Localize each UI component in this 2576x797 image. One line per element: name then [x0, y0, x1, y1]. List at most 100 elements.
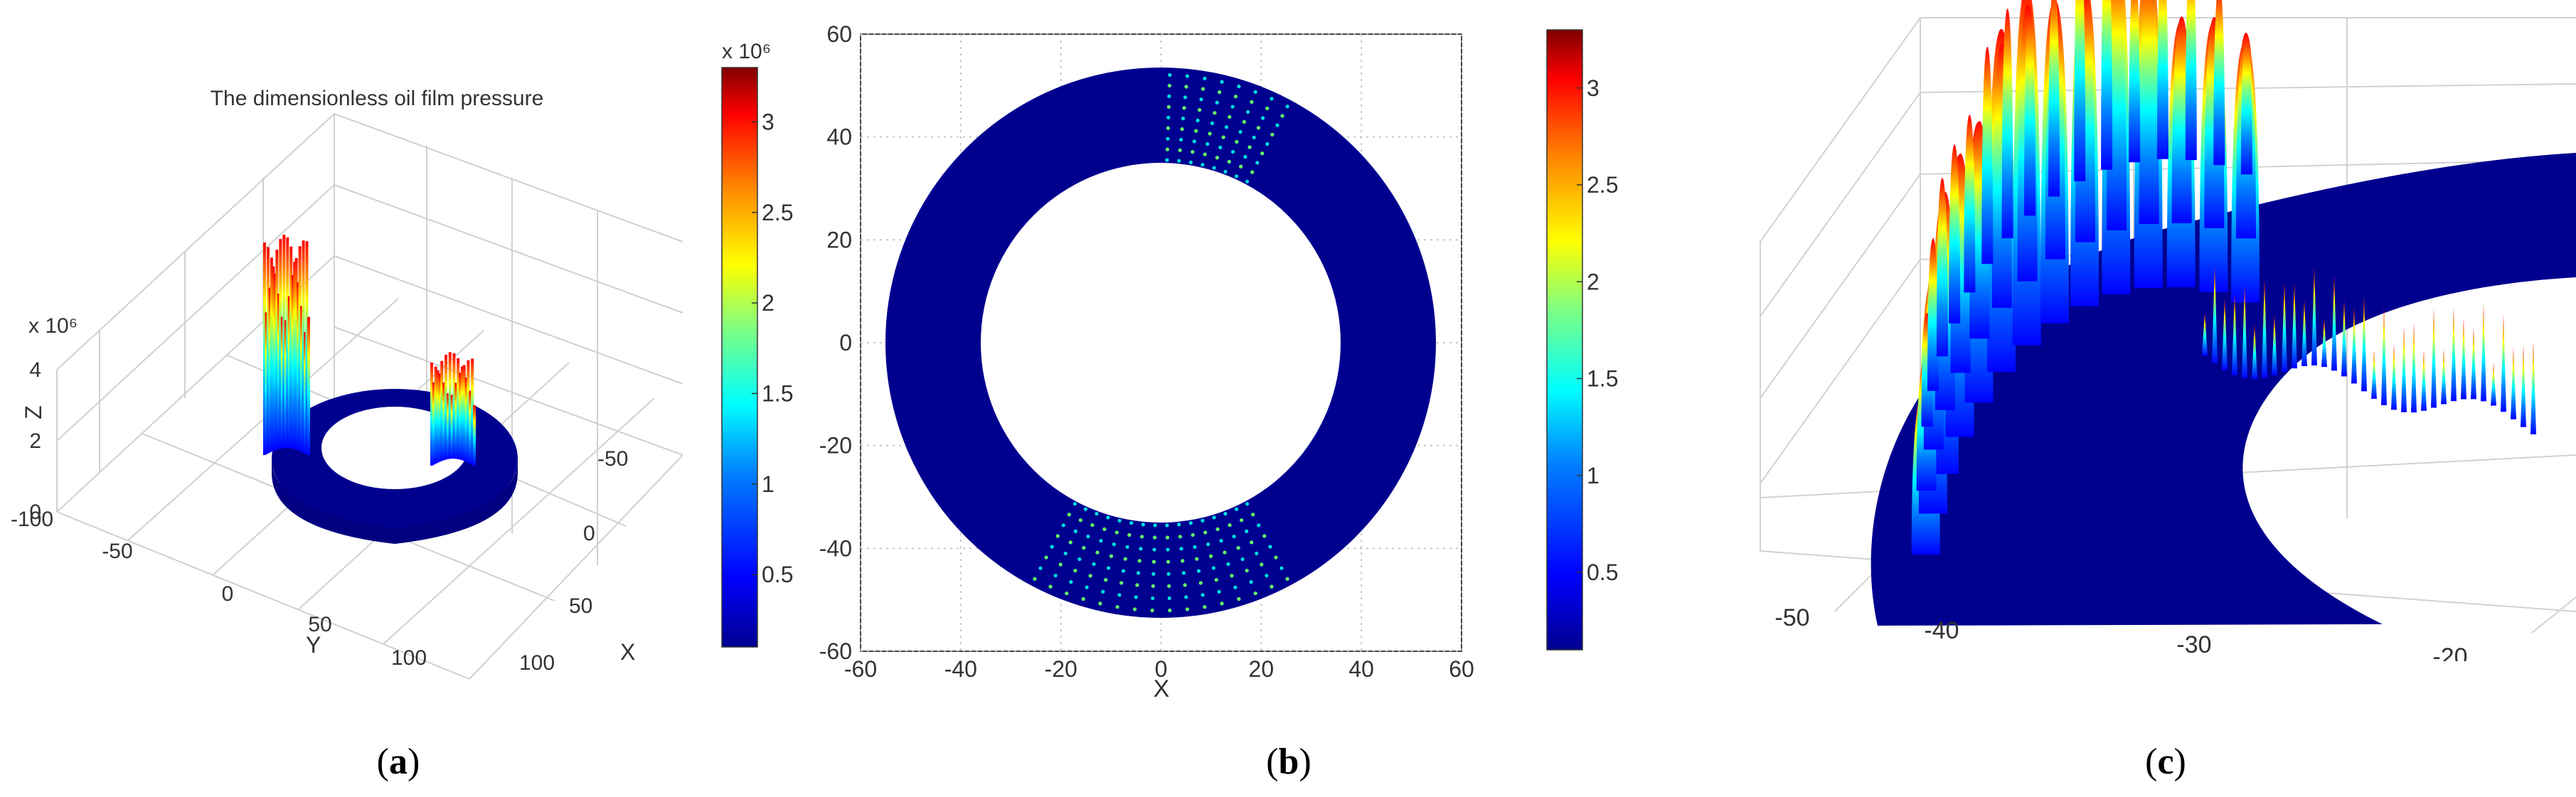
panel-b-hot-dot [1208, 132, 1212, 136]
panel-c-spike [2222, 298, 2228, 370]
panel-c-spike [2351, 306, 2357, 384]
panel-b-hot-dot [1104, 577, 1108, 582]
panel-a-z-tick: 0 [29, 501, 41, 524]
panel-a-x-tick: 0 [583, 522, 595, 545]
panel-b-hot-dot [1184, 595, 1188, 599]
panel-b-hot-dot [1191, 533, 1195, 537]
panel-b-hot-dot [1196, 118, 1200, 122]
panel-a-y-tick: 50 [308, 613, 331, 636]
panel-c-spike [1964, 114, 1976, 293]
panel-c-spike [2411, 322, 2417, 413]
panel-b-y-tick: -60 [819, 638, 852, 664]
panel-b-hot-dot [1245, 568, 1249, 573]
panel-b-hot-dot [1246, 109, 1250, 114]
panel-c-spike [2272, 314, 2277, 375]
panel-a-spike-left [304, 332, 307, 454]
panel-c-spike [2481, 304, 2486, 402]
panel-a-caption: (a) [377, 742, 420, 782]
panel-b-hot-dot [1099, 539, 1103, 543]
panel-c-spike [2262, 278, 2267, 378]
panel-b-hot-dot [1166, 126, 1170, 130]
panel-b-hot-dot [1083, 507, 1088, 511]
panel-b-hot-dot [1240, 518, 1244, 523]
panel-b-hot-dot [1245, 529, 1249, 533]
panel-b-hot-dot [1253, 591, 1257, 596]
panel-a-spike-left [291, 274, 294, 449]
panel-c-spike [2451, 308, 2457, 402]
panel-b-hot-dots [1033, 73, 1289, 613]
panel-b-hot-dot [1166, 547, 1170, 552]
panel-b-hot-dot [1203, 530, 1208, 535]
panel-b-hot-dot [1250, 100, 1254, 105]
panel-c-x-tick: -20 [2432, 643, 2467, 670]
panel-a-spike-right [438, 373, 442, 462]
panel-a-z-tick: 4 [29, 358, 41, 382]
panel-c-x-tick: -30 [2176, 631, 2211, 658]
panel-b-hot-dot [1038, 566, 1043, 570]
panel-a-spike-left [270, 257, 273, 452]
panel-b-hot-dot [1212, 515, 1216, 520]
panel-b-hot-dot [1150, 608, 1154, 613]
panel-b-hot-dot [1195, 557, 1199, 561]
panel-b-hot-dot [1166, 137, 1170, 141]
panel-b-hot-dot [1223, 511, 1228, 516]
panel-b-hot-dot [1073, 529, 1077, 533]
panel-b-hot-dot [1068, 540, 1073, 545]
panel-a-spike-left [266, 247, 270, 454]
panel-b-hot-dot [1044, 555, 1048, 560]
panel-b-colorbar-tick-label: 1 [1587, 463, 1600, 488]
panel-b-y-tick: -40 [819, 535, 852, 561]
panel-c-pressure-spikes [1911, 0, 2536, 555]
panel-b-hot-dot [1183, 95, 1188, 100]
panel-a: The dimensionless oil film pressure x 10… [11, 40, 794, 782]
panel-a-spike-right [442, 382, 446, 461]
panel-a-spike-right [460, 366, 464, 461]
panel-b-hot-dot [1063, 551, 1068, 556]
panel-c-spike [2202, 313, 2208, 355]
panel-a-colorbar-tick-label: 3 [762, 109, 775, 134]
panel-b-hot-dot [1218, 145, 1223, 150]
panel-a-spike-left [289, 246, 293, 449]
panel-a-colorbar-tick-label: 2 [762, 290, 775, 316]
panel-b-hot-dot [1270, 97, 1274, 101]
panel-b-hot-dot [1088, 574, 1092, 578]
panel-b-hot-dot [1151, 572, 1156, 576]
panel-a-spike-right [448, 352, 452, 459]
panel-a-spike-left [307, 316, 310, 455]
panel-a-spike-left [279, 239, 282, 449]
panel-b-hot-dot [1101, 589, 1105, 594]
panel-b-hot-dot [1217, 589, 1221, 594]
panel-c-spike [2391, 343, 2397, 410]
panel-b-hot-dot [1182, 106, 1186, 110]
panel-c-spike [2361, 296, 2367, 392]
panel-a-spike-left [300, 306, 304, 452]
panel-a-spike-right [462, 365, 466, 461]
panel-b-hot-dot [1127, 533, 1132, 537]
panel-c-spike [2441, 349, 2447, 405]
panel-a-spike-right [457, 358, 460, 459]
panel-b-hot-dot [1223, 169, 1228, 174]
panel-b-hot-dot [1165, 535, 1170, 540]
panel-b-hot-dot [1188, 520, 1193, 525]
panel-a-spike-left [263, 242, 266, 455]
panel-b-hot-dot [1285, 105, 1289, 109]
panel-b-hot-dot [1184, 85, 1188, 89]
panel-b-hot-dot [1069, 579, 1073, 584]
panel-b-hot-dot [1192, 139, 1196, 144]
panel-c-spike [2074, 0, 2086, 181]
panel-b-hot-dot [1215, 156, 1220, 160]
panel-b-hot-dot [1201, 518, 1205, 523]
panel-a-x-label: X [620, 639, 635, 665]
panel-a-colorbar [721, 67, 758, 648]
panel-b-hot-dot [1280, 114, 1284, 118]
panel-b-hot-dot [1228, 114, 1232, 119]
panel-a-spike-left [277, 293, 280, 449]
panel-a-title: The dimensionless oil film pressure [211, 87, 544, 110]
panel-b-hot-dot [1050, 545, 1054, 549]
panel-b-hot-dot [1245, 179, 1250, 183]
panel-b-hot-dot [1250, 540, 1254, 545]
panel-b-hot-dot [1167, 94, 1171, 98]
panel-b-hot-dot [1220, 601, 1224, 606]
panel-b-hot-dot [1067, 513, 1071, 517]
panel-b-hot-dot [1260, 151, 1265, 156]
